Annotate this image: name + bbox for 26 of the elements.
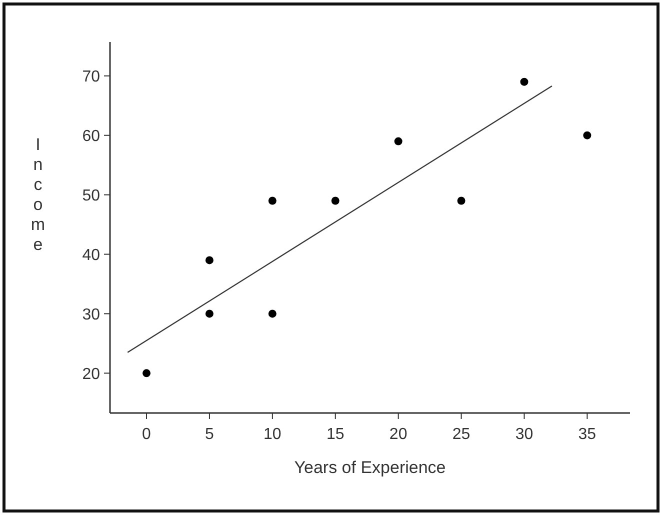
point <box>583 131 592 140</box>
y-tick-label: 30 <box>82 306 100 324</box>
point <box>331 196 340 205</box>
x-tick-label: 10 <box>264 426 282 443</box>
point <box>142 369 151 378</box>
point <box>205 310 214 318</box>
x-tick-label: 35 <box>578 426 596 443</box>
y-tick-label: 40 <box>82 246 100 264</box>
point <box>268 196 276 205</box>
point <box>520 78 528 86</box>
x-tick-label: 20 <box>389 426 408 443</box>
x-tick-label: 15 <box>326 426 344 443</box>
y-tick-label: 20 <box>82 366 100 383</box>
x-tick-label: 0 <box>142 426 152 443</box>
y-tick-label: 70 <box>82 68 100 86</box>
point <box>457 196 466 205</box>
x-tick-label: 5 <box>205 426 214 443</box>
point <box>205 256 214 264</box>
y-tick-label: 50 <box>82 187 100 204</box>
x-tick-label: 30 <box>515 426 534 443</box>
x-axis-title: Years of Experience <box>294 458 446 477</box>
x-tick-label: 25 <box>452 426 470 443</box>
point <box>268 310 276 318</box>
y-axis-title: Income <box>30 135 46 254</box>
y-tick-label: 60 <box>82 128 100 145</box>
point <box>394 137 402 146</box>
